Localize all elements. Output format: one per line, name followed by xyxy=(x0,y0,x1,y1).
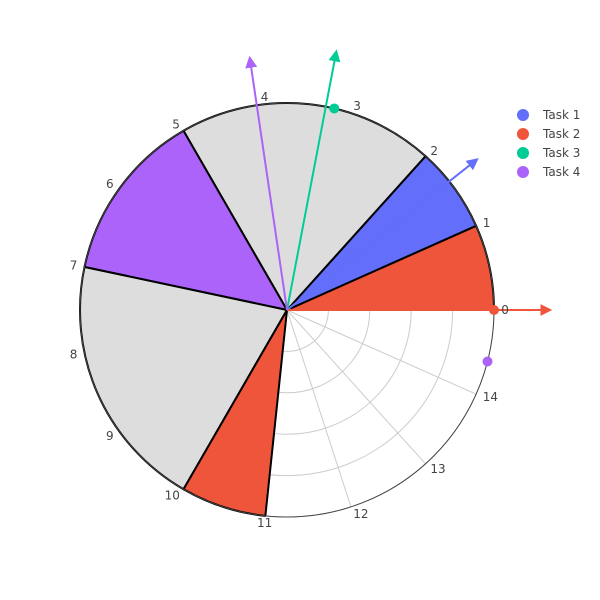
angular-tick-label: 12 xyxy=(353,507,368,521)
angular-tick-label: 7 xyxy=(70,258,78,272)
angular-tick-label: 6 xyxy=(106,177,114,191)
angular-tick-label: 2 xyxy=(430,144,438,158)
angular-tick-label: 0 xyxy=(501,303,509,317)
legend-item[interactable]: Task 2 xyxy=(517,127,580,141)
angular-tick-label: 11 xyxy=(257,516,272,530)
arrow-task-1 xyxy=(286,158,479,311)
marker-task-3 xyxy=(329,103,340,114)
arrow-task-3 xyxy=(286,49,341,311)
grid-spoke xyxy=(286,309,426,465)
marker-task-2 xyxy=(489,305,499,315)
legend-item[interactable]: Task 1 xyxy=(517,108,580,122)
angular-tick-label: 8 xyxy=(70,348,78,362)
legend: Task 1 Task 2 Task 3 Task 4 xyxy=(517,108,580,179)
angular-tick-label: 10 xyxy=(165,489,180,503)
angular-tick-label: 4 xyxy=(261,90,269,104)
grid-spoke xyxy=(286,309,477,395)
legend-swatch xyxy=(517,147,529,159)
angular-tick-label: 13 xyxy=(430,462,445,476)
arrow-task-4 xyxy=(245,55,288,311)
legend-label: Task 3 xyxy=(542,146,580,160)
angular-tick-label: 1 xyxy=(483,216,491,230)
angular-tick-label: 5 xyxy=(172,117,180,131)
legend-swatch xyxy=(517,166,529,178)
legend-label: Task 2 xyxy=(542,127,580,141)
legend-item[interactable]: Task 4 xyxy=(517,165,580,179)
legend-label: Task 4 xyxy=(542,165,580,179)
legend-item[interactable]: Task 3 xyxy=(517,146,580,160)
marker-task-4 xyxy=(482,356,493,367)
legend-swatch xyxy=(517,128,529,140)
legend-swatch xyxy=(517,109,529,121)
grid-spoke xyxy=(286,309,352,508)
angular-tick-label: 14 xyxy=(483,390,498,404)
angular-tick-label: 9 xyxy=(106,429,114,443)
angular-tick-label: 3 xyxy=(353,99,361,113)
legend-label: Task 1 xyxy=(542,108,580,122)
